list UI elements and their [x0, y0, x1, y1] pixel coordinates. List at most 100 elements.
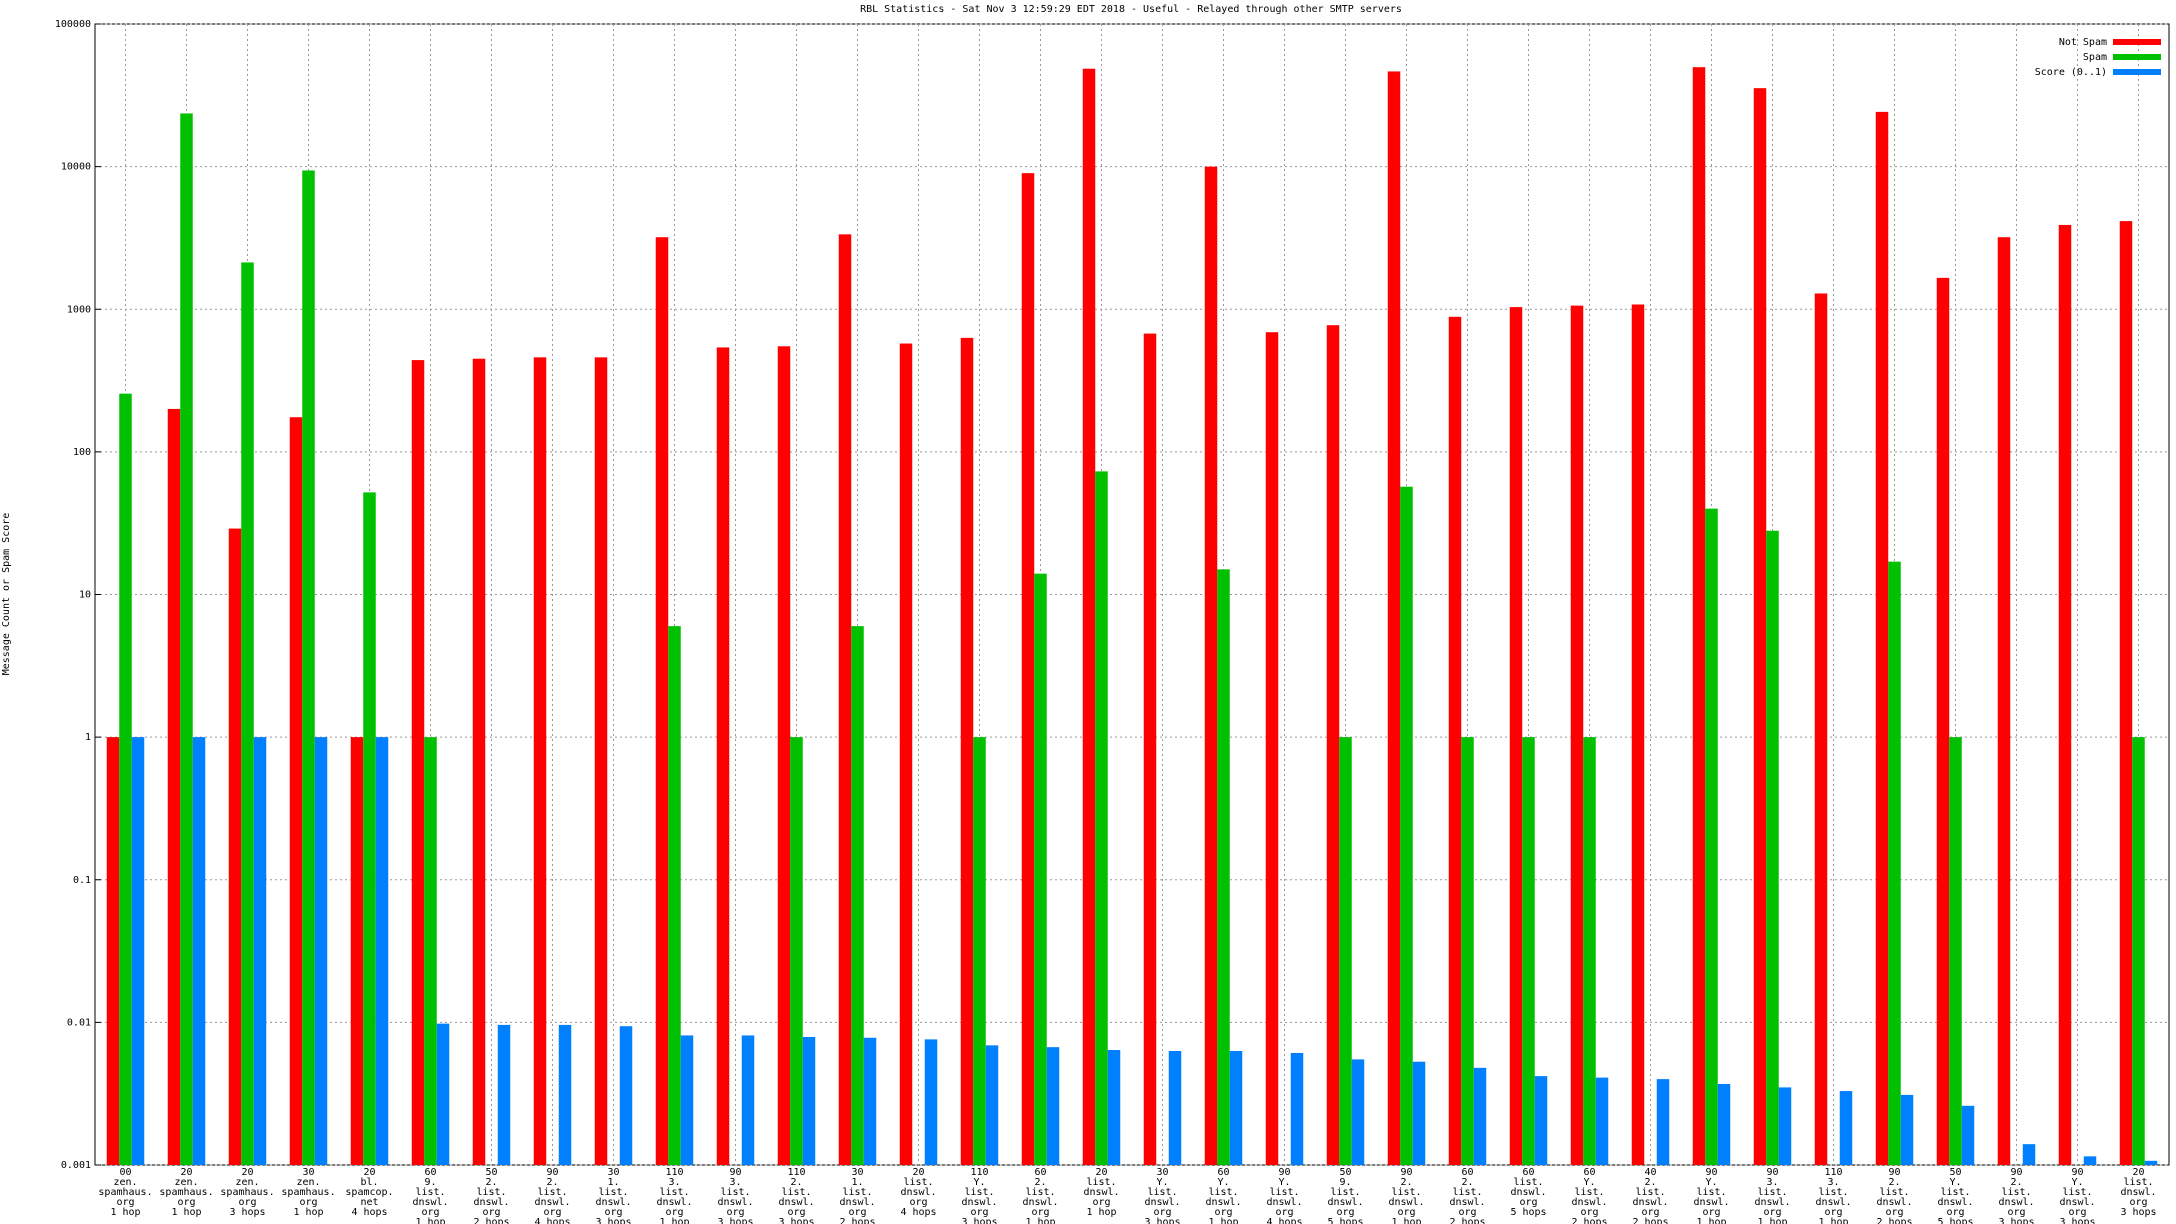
- x-tick-label: 110 3. list. dnswl. org 1 hop: [656, 1167, 692, 1224]
- x-tick-label: 30 zen. spamhaus. org 1 hop: [281, 1167, 335, 1218]
- bar: [228, 528, 242, 1165]
- bar: [2083, 1156, 2097, 1165]
- bar: [1814, 293, 1828, 1165]
- x-tick-label: 60 2. list. dnswl. org 1 hop: [1022, 1167, 1058, 1224]
- bar: [1631, 304, 1645, 1166]
- legend-label: Score (0..1): [2035, 67, 2107, 78]
- bar: [2119, 221, 2133, 1165]
- bar: [119, 393, 132, 1165]
- bar: [167, 408, 181, 1166]
- y-tick-label: 0.01: [67, 1017, 91, 1028]
- x-tick-label: 50 2. list. dnswl. org 2 hops: [473, 1167, 509, 1224]
- bar: [1095, 471, 1108, 1165]
- bar: [1888, 561, 1901, 1165]
- bar: [1900, 1094, 1914, 1165]
- bar: [1229, 1050, 1243, 1165]
- x-tick-label: 50 Y. list. dnswl. org 5 hops: [1937, 1167, 1973, 1224]
- bar: [655, 237, 669, 1165]
- x-tick-label: 110 2. list. dnswl. org 3 hops: [778, 1167, 814, 1224]
- bar: [1595, 1077, 1609, 1165]
- bar: [1387, 71, 1401, 1165]
- bar: [241, 262, 254, 1165]
- bar: [1961, 1105, 1975, 1165]
- bar: [1082, 68, 1096, 1166]
- bar: [302, 170, 315, 1165]
- bar: [436, 1023, 450, 1165]
- bar: [497, 1024, 511, 1165]
- bar: [314, 737, 328, 1165]
- x-tick-label: 60 9. list. dnswl. org 1 hop: [412, 1167, 448, 1224]
- bar: [1351, 1059, 1365, 1165]
- legend-swatch: [2113, 39, 2161, 45]
- bar: [790, 737, 803, 1165]
- x-tick-label: 110 Y. list. dnswl. org 3 hops: [961, 1167, 997, 1224]
- x-tick-label: 90 2. list. dnswl. org 2 hops: [1876, 1167, 1912, 1224]
- bar: [1217, 569, 1230, 1165]
- x-tick-label: 60 2. list. dnswl. org 2 hops: [1449, 1167, 1485, 1224]
- y-axis-label: Message Count or Spam Score: [1, 513, 12, 676]
- x-tick-label: 20 bl. spamcop. net 4 hops: [345, 1167, 393, 1218]
- x-tick-label: 30 1. list. dnswl. org 3 hops: [595, 1167, 631, 1224]
- x-tick-label: 90 2. list. dnswl. org 3 hops: [1998, 1167, 2034, 1224]
- bar: [594, 357, 608, 1166]
- bar: [1143, 333, 1157, 1165]
- y-tick-label: 10000: [61, 162, 91, 173]
- bar: [838, 234, 852, 1165]
- bar: [741, 1035, 755, 1165]
- x-tick-label: 90 2. list. dnswl. org 1 hop: [1388, 1167, 1424, 1224]
- bar: [985, 1045, 999, 1165]
- x-tick-label: 20 list. dnswl. org 3 hops: [2120, 1167, 2156, 1218]
- bar: [558, 1024, 572, 1165]
- bar: [1509, 307, 1523, 1165]
- bar: [851, 626, 864, 1165]
- bar: [1021, 173, 1035, 1165]
- bar: [375, 737, 389, 1165]
- bar: [411, 360, 425, 1166]
- bar: [1570, 305, 1584, 1165]
- x-tick-label: 40 2. list. dnswl. org 2 hops: [1632, 1167, 1668, 1224]
- x-tick-label: 30 Y. list. dnswl. org 3 hops: [1144, 1167, 1180, 1224]
- bar: [131, 737, 145, 1165]
- y-tick-label: 0.1: [73, 875, 91, 886]
- bar: [1522, 737, 1535, 1165]
- bar: [1473, 1067, 1487, 1165]
- bar: [1034, 573, 1047, 1165]
- chart-title: RBL Statistics - Sat Nov 3 12:59:29 EDT …: [860, 4, 1402, 15]
- bar: [668, 626, 681, 1165]
- bar: [1753, 88, 1767, 1165]
- x-tick-label: 50 9. list. dnswl. org 5 hops: [1327, 1167, 1363, 1224]
- x-tick-label: 20 zen. spamhaus. org 1 hop: [159, 1167, 213, 1218]
- x-tick-label: 20 list. dnswl. org 1 hop: [1083, 1167, 1119, 1218]
- bar: [1448, 316, 1462, 1165]
- bar: [363, 492, 376, 1166]
- bar: [960, 337, 974, 1166]
- y-tick-label: 100000: [55, 19, 91, 30]
- bar: [1204, 166, 1218, 1165]
- y-tick-label: 100: [73, 447, 91, 458]
- bar: [973, 737, 986, 1165]
- legend-swatch: [2113, 69, 2161, 75]
- bar: [1875, 111, 1889, 1166]
- bar: [1400, 486, 1413, 1165]
- bar: [1766, 530, 1779, 1165]
- bar: [1936, 277, 1950, 1166]
- bar: [1412, 1061, 1426, 1165]
- x-tick-label: 90 3. list. dnswl. org 1 hop: [1754, 1167, 1790, 1224]
- bar: [1705, 508, 1718, 1165]
- bar: [350, 737, 364, 1165]
- y-tick-label: 0.001: [61, 1160, 91, 1171]
- y-tick-label: 1: [85, 732, 91, 743]
- bar: [1265, 332, 1279, 1166]
- bar: [472, 358, 486, 1165]
- bar: [924, 1039, 938, 1165]
- bar: [1290, 1052, 1304, 1165]
- bar: [106, 737, 120, 1165]
- x-tick-label: 60 Y. list. dnswl. org 2 hops: [1571, 1167, 1607, 1224]
- bar: [192, 737, 206, 1165]
- bar: [1778, 1087, 1792, 1165]
- bar: [1692, 67, 1706, 1166]
- bar: [1656, 1079, 1670, 1165]
- bar: [2132, 737, 2145, 1165]
